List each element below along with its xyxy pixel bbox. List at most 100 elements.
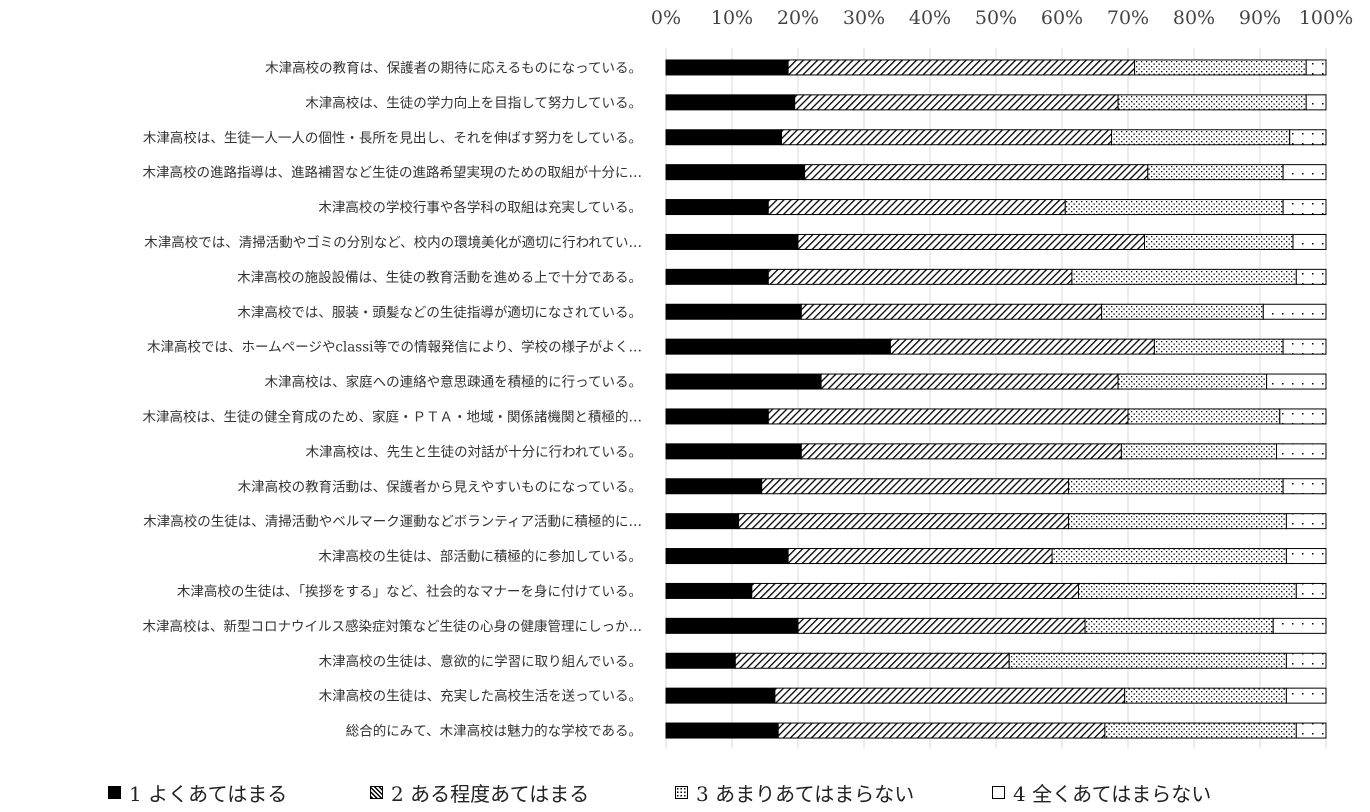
bar-segment-series-3 xyxy=(1101,303,1264,320)
bar-segment-series-3 xyxy=(1084,617,1274,634)
category-label: 木津高校は、家庭への連絡や意思疎通を積極的に行っている。 xyxy=(265,374,642,391)
bar-segment-series-4 xyxy=(1285,513,1327,530)
category-label: 木津高校の生徒は、意欲的に学習に取り組んでいる。 xyxy=(319,653,642,670)
category-label: 木津高校の生徒は、部活動に積極的に参加している。 xyxy=(318,548,642,565)
bar-segment-series-2 xyxy=(787,59,1136,76)
category-label: 木津高校の教育活動は、保護者から見えやすいものになっている。 xyxy=(238,478,642,495)
bar-segment-series-4 xyxy=(1282,199,1327,216)
legend-label-3: 3 あまりあてはまらない xyxy=(696,781,915,806)
x-tick-label: 30% xyxy=(843,7,885,29)
bars xyxy=(665,59,1327,739)
bar-segment-series-2 xyxy=(820,373,1119,390)
x-axis-ticks: 0% 10% 20% 30% 40% 50% 60% 70% 80% 90% 100% xyxy=(651,7,1353,29)
bar-segment-series-1 xyxy=(665,94,796,111)
legend-label-4: 4 全くあてはまらない xyxy=(1013,781,1212,806)
bar-segment-series-1 xyxy=(665,478,763,495)
x-tick-label: 40% xyxy=(909,7,951,29)
bar-segment-series-4 xyxy=(1266,373,1327,390)
bar-segment-series-2 xyxy=(767,199,1066,216)
bar-segment-series-1 xyxy=(665,443,802,460)
bar-segment-series-3 xyxy=(1124,687,1287,704)
grid-layer xyxy=(665,48,1327,748)
category-label: 木津高校は、生徒の健全育成のため、家庭・ＰＴＡ・地域・関係諸機関と積極的… xyxy=(143,408,643,425)
dotted-swatch-icon xyxy=(675,785,688,799)
category-label: 木津高校では、ホームページやclassi等での情報発信により、学校の様子がよく… xyxy=(147,339,642,356)
bar-segment-series-2 xyxy=(751,582,1079,599)
bar-segment-series-3 xyxy=(1111,129,1291,146)
category-label: 木津高校の進路指導は、進路補習など生徒の進路希望実現のための取組が十分に… xyxy=(143,164,643,181)
bar-segment-series-2 xyxy=(738,513,1070,530)
category-label: 木津高校は、先生と生徒の対話が十分に行われている。 xyxy=(306,443,642,460)
category-label: 木津高校の教育は、保護者の期待に応えるものになっている。 xyxy=(265,59,642,76)
bar-segment-series-2 xyxy=(767,408,1129,425)
bar-segment-series-2 xyxy=(787,548,1053,565)
bar-segment-series-1 xyxy=(665,687,776,704)
bar-segment-series-3 xyxy=(1068,478,1284,495)
x-tick-label: 90% xyxy=(1239,7,1281,29)
x-tick-label: 70% xyxy=(1107,7,1149,29)
bar-segment-series-1 xyxy=(665,199,769,216)
bar-segment-series-4 xyxy=(1292,233,1327,250)
x-tick-label: 0% xyxy=(651,7,681,29)
bar-segment-series-4 xyxy=(1295,722,1327,739)
bar-segment-series-4 xyxy=(1279,408,1327,425)
bar-segment-series-1 xyxy=(665,582,753,599)
bar-segment-series-3 xyxy=(1068,513,1287,530)
bar-segment-series-4 xyxy=(1276,443,1327,460)
bar-segment-series-2 xyxy=(761,478,1070,495)
x-tick-label: 100% xyxy=(1299,7,1353,29)
bar-segment-series-1 xyxy=(665,268,769,285)
bar-segment-series-3 xyxy=(1147,164,1284,181)
category-label: 木津高校の生徒は、充実した高校生活を送っている。 xyxy=(319,688,642,705)
x-tick-label: 10% xyxy=(711,7,753,29)
bar-segment-series-4 xyxy=(1282,478,1327,495)
bar-segment-series-4 xyxy=(1285,687,1327,704)
bar-segment-series-3 xyxy=(1008,652,1287,669)
bar-segment-series-4 xyxy=(1285,548,1327,565)
bar-segment-series-3 xyxy=(1144,233,1294,250)
legend: 1 よくあてはまる 2 ある程度あてはまる 3 あまりあてはまらない 4 全くあ… xyxy=(0,776,1370,808)
bar-segment-series-2 xyxy=(734,652,1010,669)
bar-segment-series-1 xyxy=(665,722,779,739)
solid-swatch-icon xyxy=(108,785,121,799)
bar-segment-series-4 xyxy=(1305,59,1327,76)
bar-segment-series-1 xyxy=(665,513,740,530)
category-label: 木津高校は、生徒一人一人の個性・長所を見出し、それを伸ばす努力をしている。 xyxy=(143,129,642,146)
bar-segment-series-1 xyxy=(665,373,822,390)
bar-segment-series-4 xyxy=(1289,129,1327,146)
bar-segment-series-2 xyxy=(800,303,1103,320)
bar-segment-series-3 xyxy=(1120,443,1278,460)
legend-item-3: 3 あまりあてはまらない xyxy=(675,776,914,808)
bar-segment-series-2 xyxy=(794,94,1119,111)
category-labels: 木津高校の教育は、保護者の期待に応えるものになっている。木津高校は、生徒の学力向… xyxy=(143,59,643,739)
x-tick-label: 60% xyxy=(1041,7,1083,29)
bar-segment-series-3 xyxy=(1153,338,1284,355)
bar-segment-series-2 xyxy=(800,443,1122,460)
category-label: 木津高校は、新型コロナウイルス感染症対策など生徒の心身の健康管理にしっか… xyxy=(143,618,643,635)
bar-segment-series-3 xyxy=(1071,268,1297,285)
bar-segment-series-3 xyxy=(1134,59,1307,76)
bar-segment-series-2 xyxy=(797,617,1086,634)
bar-segment-series-4 xyxy=(1272,617,1327,634)
bar-segment-series-3 xyxy=(1051,548,1287,565)
bar-segment-series-3 xyxy=(1127,408,1281,425)
bar-segment-series-4 xyxy=(1262,303,1327,320)
stacked-bar-chart: 0% 10% 20% 30% 40% 50% 60% 70% 80% 90% 100% 木津高校の教… xyxy=(143,7,1353,748)
legend-item-1: 1 よくあてはまる xyxy=(108,776,287,808)
category-label: 木津高校の施設設備は、生徒の教育活動を進める上で十分である。 xyxy=(237,269,642,286)
bar-segment-series-4 xyxy=(1282,164,1327,181)
bar-segment-series-2 xyxy=(767,268,1073,285)
bar-segment-series-1 xyxy=(665,129,782,146)
bar-segment-series-1 xyxy=(665,408,769,425)
bar-segment-series-4 xyxy=(1282,338,1327,355)
x-tick-label: 80% xyxy=(1173,7,1215,29)
bar-segment-series-1 xyxy=(665,59,789,76)
bar-segment-series-3 xyxy=(1064,199,1284,216)
bar-segment-series-2 xyxy=(774,687,1126,704)
legend-label-1: 1 よくあてはまる xyxy=(129,781,288,806)
bar-segment-series-1 xyxy=(665,652,736,669)
category-label: 木津高校の生徒は、「挨拶をする」など、社会的なマナーを身に付けている。 xyxy=(177,583,642,600)
bar-segment-series-1 xyxy=(665,338,891,355)
category-label: 木津高校では、服装・頭髪などの生徒指導が適切になされている。 xyxy=(237,304,642,321)
bar-segment-series-2 xyxy=(797,233,1145,250)
